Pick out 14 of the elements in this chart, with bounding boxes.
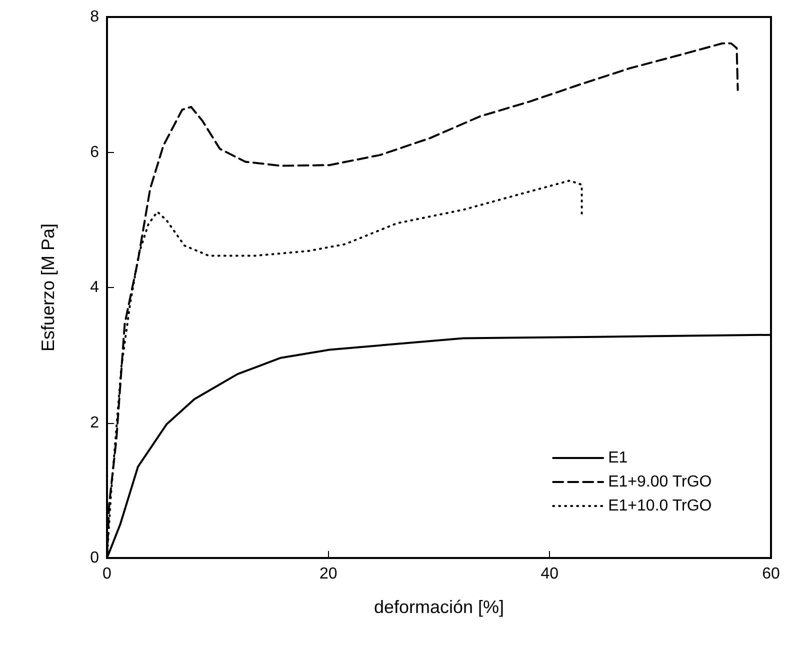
legend-label: E1+9.00 TrGO: [608, 474, 712, 490]
y-tick-label: 6: [90, 144, 100, 161]
x-tick-label: 0: [102, 566, 112, 582]
y-axis-title: Esfuerzo [M Pa]: [38, 223, 58, 352]
legend-label: E1+10.0 TrGO: [608, 498, 712, 514]
y-tick-label: 0: [90, 550, 100, 566]
x-tick-label: 20: [319, 566, 338, 582]
y-tick-label: 2: [90, 414, 100, 432]
y-tick-label: 4: [90, 279, 100, 296]
x-tick-label: 40: [540, 566, 559, 582]
legend-label: E1: [608, 450, 628, 466]
y-tick-label: 8: [90, 8, 100, 26]
x-axis-title: deformación [%]: [374, 597, 504, 617]
x-tick-label: 60: [762, 566, 780, 582]
